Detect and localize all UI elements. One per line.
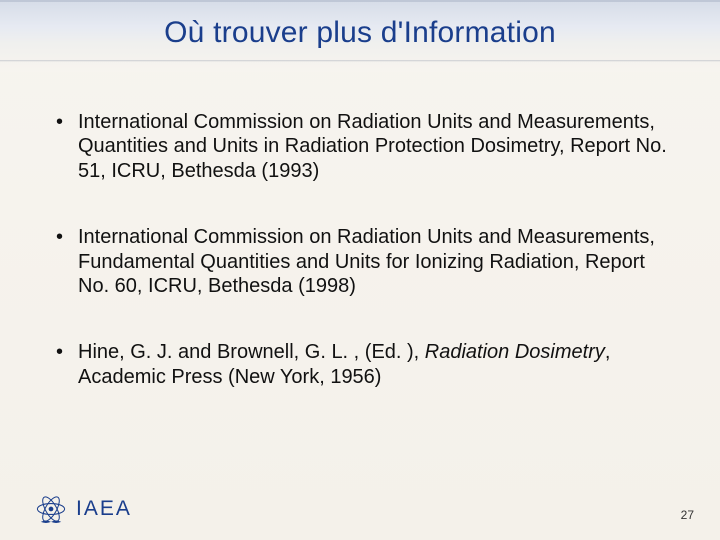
header-band: Où trouver plus d'Information [0,0,720,72]
slide-title: Où trouver plus d'Information [0,16,720,50]
reference-text-italic: Radiation Dosimetry [425,341,605,363]
reference-text: International Commission on Radiation Un… [78,226,655,297]
list-item: International Commission on Radiation Un… [48,225,672,298]
list-item: Hine, G. J. and Brownell, G. L. , (Ed. )… [48,340,672,389]
reference-text-prefix: Hine, G. J. and Brownell, G. L. , (Ed. )… [78,341,425,363]
iaea-logo-icon [34,492,68,526]
page-number: 27 [681,508,694,522]
footer-logo-text: IAEA [76,497,132,521]
reference-list: International Commission on Radiation Un… [48,110,672,389]
list-item: International Commission on Radiation Un… [48,110,672,183]
footer-logo: IAEA [34,492,132,526]
content-area: International Commission on Radiation Un… [0,72,720,389]
reference-text: International Commission on Radiation Un… [78,111,667,182]
